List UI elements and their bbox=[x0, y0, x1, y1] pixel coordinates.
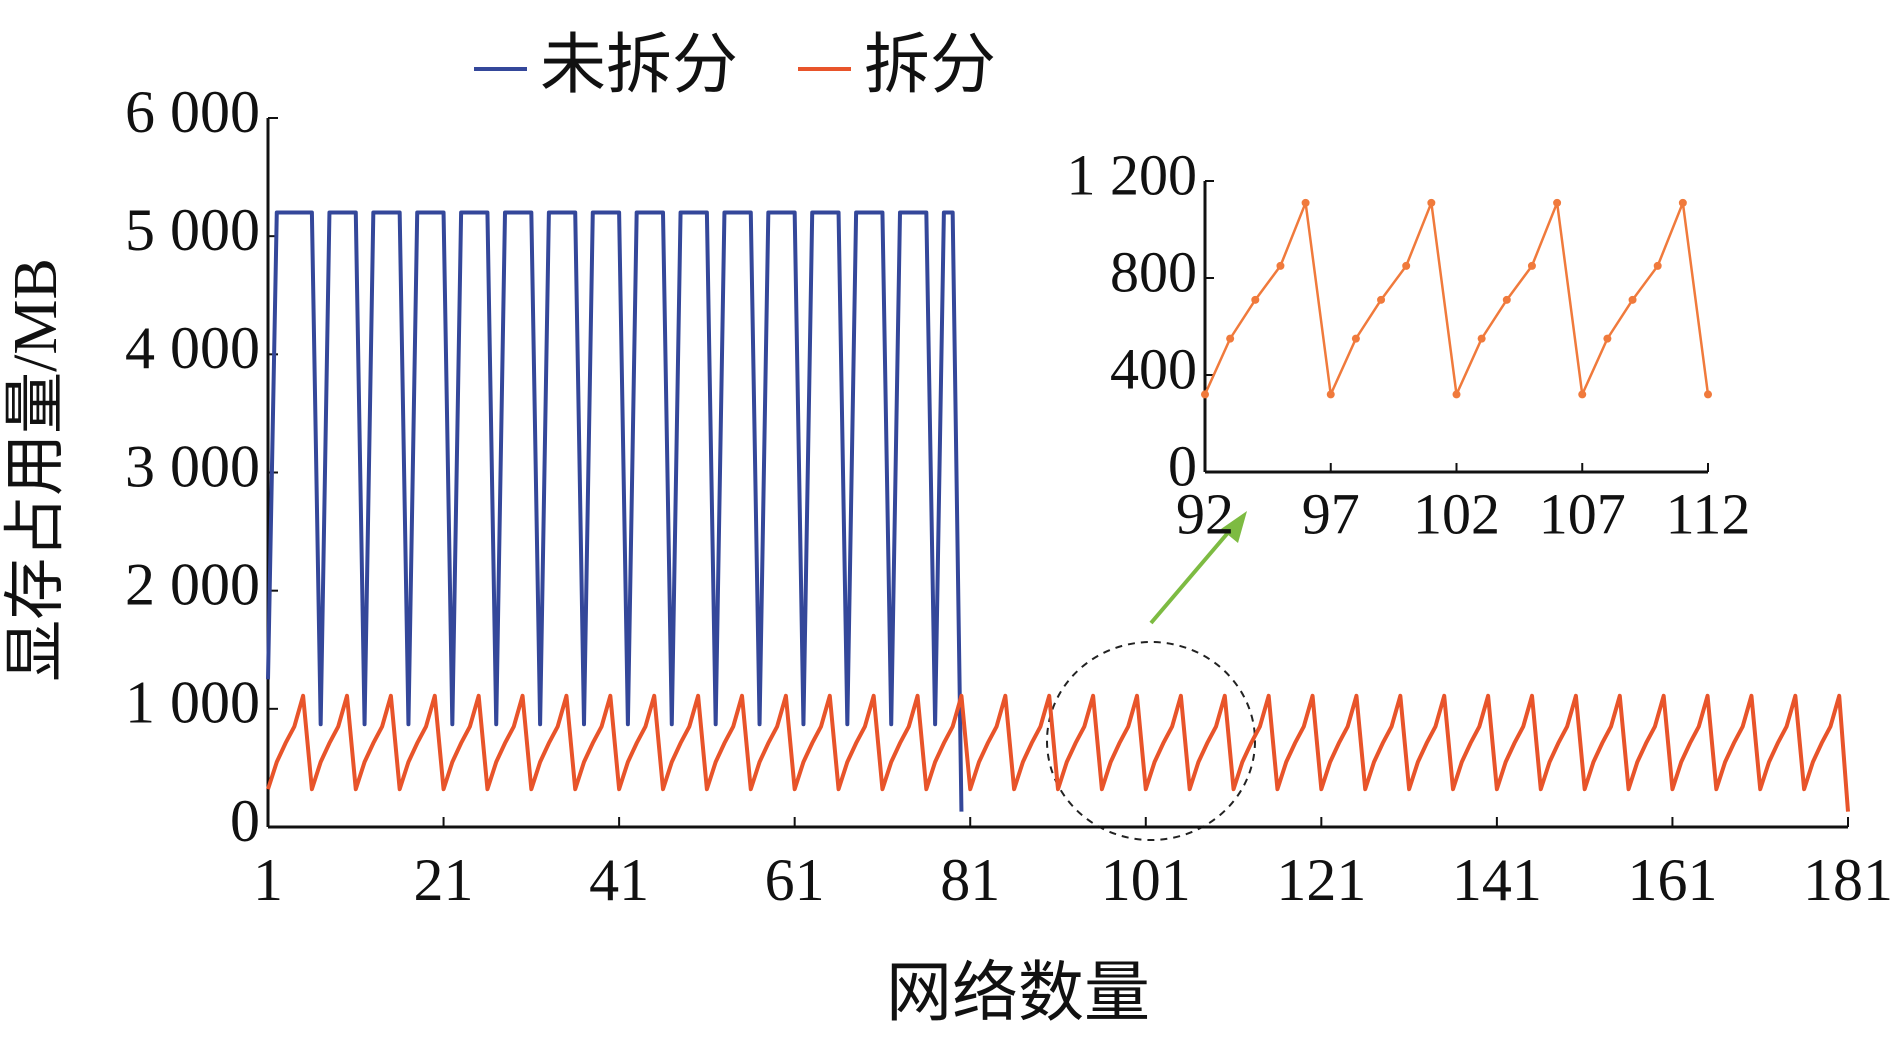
legend-label: 拆分 bbox=[864, 29, 996, 102]
point bbox=[1704, 390, 1712, 399]
x-tick-label: 81 bbox=[940, 847, 1000, 913]
x-tick-label: 1 bbox=[253, 847, 283, 913]
legend-label: 未拆分 bbox=[540, 29, 738, 102]
zoom-circle bbox=[1046, 641, 1256, 841]
point bbox=[1377, 295, 1386, 304]
y-tick-label: 2 000 bbox=[125, 551, 260, 617]
x-tick-label: 121 bbox=[1276, 847, 1366, 913]
y-axis-label: 显存占用量/MB bbox=[2, 258, 70, 682]
x-tick-label: 181 bbox=[1803, 847, 1890, 913]
y-tick-label: 4 000 bbox=[125, 315, 260, 381]
series-line bbox=[266, 210, 964, 812]
x-tick-label: 41 bbox=[589, 847, 649, 913]
point bbox=[1226, 334, 1235, 343]
point bbox=[1427, 198, 1436, 207]
x-tick-label: 92 bbox=[1176, 481, 1234, 546]
point bbox=[1452, 390, 1461, 399]
point bbox=[1477, 334, 1486, 343]
y-tick-label: 6 000 bbox=[125, 79, 260, 145]
point bbox=[1553, 198, 1562, 207]
y-tick-label: 0 bbox=[1168, 433, 1197, 498]
x-tick-label: 61 bbox=[765, 847, 825, 913]
point bbox=[1201, 390, 1209, 399]
point bbox=[1678, 198, 1687, 207]
y-tick-label: 0 bbox=[230, 788, 260, 854]
y-tick-label: 3 000 bbox=[125, 433, 260, 499]
y-tick-label: 400 bbox=[1110, 336, 1197, 401]
point bbox=[1578, 390, 1587, 399]
point bbox=[1527, 261, 1536, 270]
y-tick-label: 5 000 bbox=[125, 197, 260, 263]
point bbox=[1251, 295, 1260, 304]
y-tick-label: 1 200 bbox=[1067, 142, 1198, 207]
x-axis-label: 网络数量 bbox=[886, 957, 1150, 1030]
zoom-arrow bbox=[1149, 526, 1234, 625]
x-tick-label: 97 bbox=[1302, 481, 1360, 546]
x-tick-label: 102 bbox=[1413, 481, 1500, 546]
point bbox=[1301, 198, 1310, 207]
x-tick-label: 141 bbox=[1452, 847, 1542, 913]
point bbox=[1276, 261, 1285, 270]
series-line bbox=[266, 693, 1850, 812]
x-tick-label: 101 bbox=[1101, 847, 1191, 913]
y-tick-label: 800 bbox=[1110, 239, 1197, 304]
point bbox=[1326, 390, 1335, 399]
x-tick-label: 107 bbox=[1539, 481, 1626, 546]
point bbox=[1628, 295, 1637, 304]
point bbox=[1351, 334, 1360, 343]
y-tick-label: 1 000 bbox=[125, 670, 260, 736]
point bbox=[1402, 261, 1411, 270]
x-tick-label: 161 bbox=[1627, 847, 1717, 913]
x-tick-label: 21 bbox=[414, 847, 474, 913]
x-tick-label: 112 bbox=[1666, 481, 1751, 546]
zoom-arrowhead bbox=[1221, 511, 1247, 543]
point bbox=[1653, 261, 1662, 270]
point bbox=[1502, 295, 1511, 304]
point bbox=[1603, 334, 1612, 343]
